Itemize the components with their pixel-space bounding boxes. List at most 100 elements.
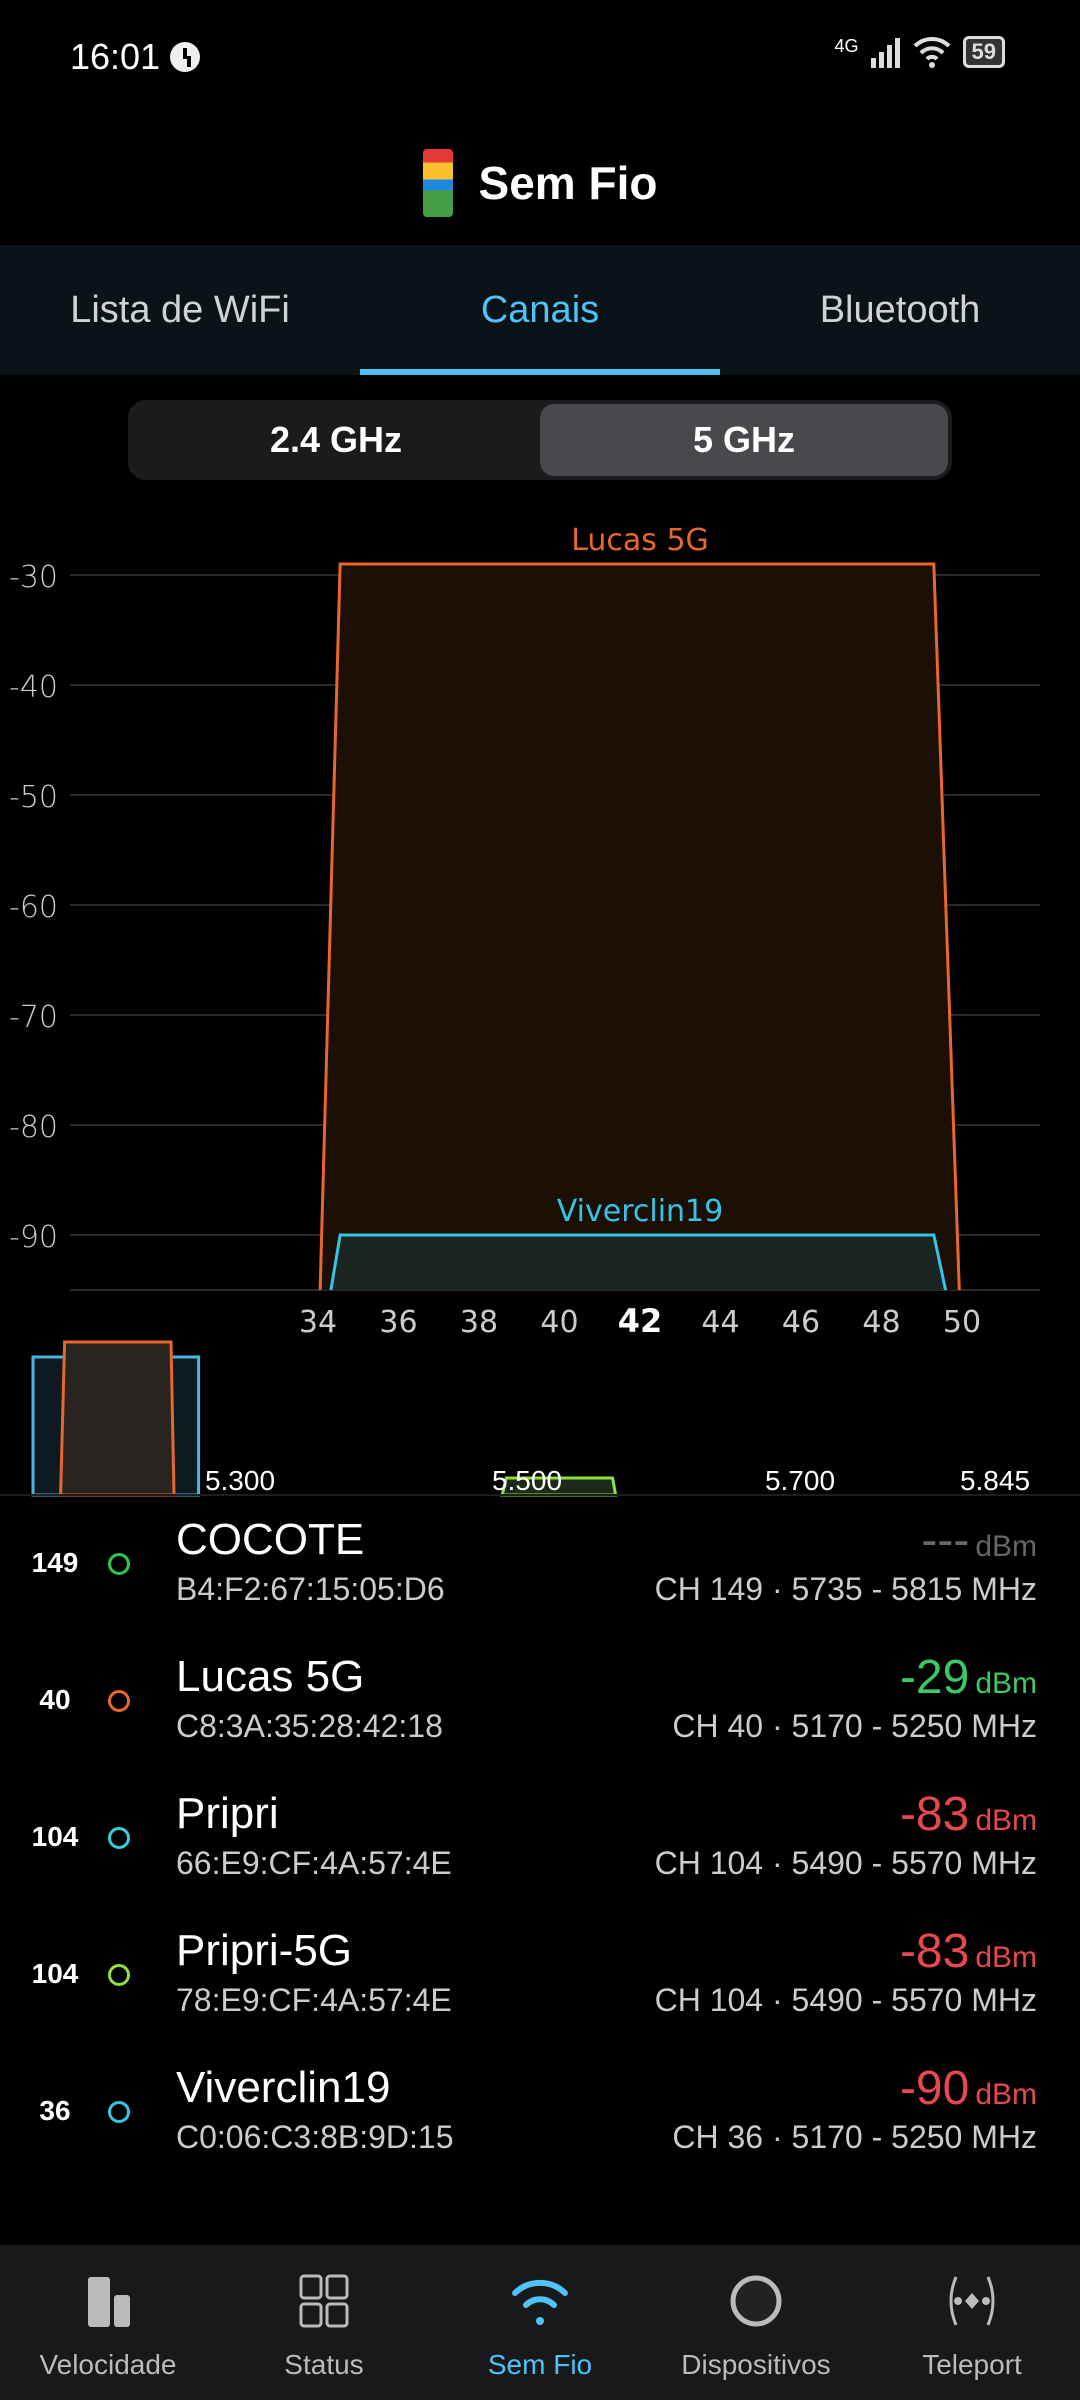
x-tick-label: 42 xyxy=(618,1302,663,1340)
network-color-icon xyxy=(108,1690,130,1712)
network-type: 4G xyxy=(834,36,859,56)
x-tick-label: 38 xyxy=(460,1305,498,1340)
signal-unit: dBm xyxy=(975,1530,1037,1563)
signal-unit: dBm xyxy=(975,1667,1037,1700)
nav-label: Velocidade xyxy=(39,2349,177,2380)
channel-number: 104 xyxy=(31,1821,79,1852)
band-selector: 2.4 GHz 5 GHz xyxy=(128,400,952,480)
wifi-status-icon xyxy=(913,36,950,68)
x-tick-label: 46 xyxy=(782,1305,820,1340)
network-color-icon xyxy=(108,1553,130,1575)
network-mac: 78:E9:CF:4A:57:4E xyxy=(176,1982,452,2018)
cell-signal-icon xyxy=(870,38,900,68)
nav-sem-fio[interactable]: Sem Fio xyxy=(432,2245,648,2400)
system-icons: 4G 59 xyxy=(834,36,1005,68)
nav-label: Dispositivos xyxy=(681,2349,831,2380)
network-mac: 66:E9:CF:4A:57:4E xyxy=(176,1845,452,1881)
network-color-icon xyxy=(108,1827,130,1849)
channel-info: CH 36 · 5170 - 5250 MHz xyxy=(672,2119,1037,2155)
teleport-icon xyxy=(949,2276,995,2326)
signal-value: -83 xyxy=(899,1788,970,1841)
app-header: Sem Fio xyxy=(0,120,1080,245)
channel-info: CH 104 · 5490 - 5570 MHz xyxy=(654,1845,1037,1881)
channel-info: CH 104 · 5490 - 5570 MHz xyxy=(654,1982,1037,2018)
channel-info: CH 40 · 5170 - 5250 MHz xyxy=(672,1708,1037,1744)
speed-bars-icon xyxy=(88,2277,130,2327)
band-5ghz-button[interactable]: 5 GHz xyxy=(540,404,948,476)
y-tick-label: -80 xyxy=(9,1110,58,1145)
network-row[interactable]: 149 COCOTE B4:F2:67:15:05:D6 --- dBm CH 1… xyxy=(0,1497,1080,1634)
overview-band xyxy=(59,1340,176,1497)
battery-icon: 59 xyxy=(962,36,1005,68)
channel-number: 149 xyxy=(31,1547,79,1578)
network-list: 149 COCOTE B4:F2:67:15:05:D6 --- dBm CH 1… xyxy=(0,1497,1080,2182)
network-mac: C8:3A:35:28:42:18 xyxy=(176,1708,443,1744)
signal-strength: -29 dBm xyxy=(900,1650,1037,1705)
network-row[interactable]: 104 Pripri 66:E9:CF:4A:57:4E -83 dBm CH 1… xyxy=(0,1771,1080,1908)
overview-freq-label: 5.700 xyxy=(765,1465,835,1496)
network-color-icon xyxy=(108,2101,130,2123)
signal-strength: -90 dBm xyxy=(900,2061,1037,2116)
x-tick-label: 36 xyxy=(379,1305,417,1340)
nav-status[interactable]: Status xyxy=(216,2245,432,2400)
network-name: Viverclin19 xyxy=(176,2063,391,2112)
nav-label: Status xyxy=(284,2349,364,2380)
x-tick-label: 44 xyxy=(701,1305,739,1340)
signal-value: -90 xyxy=(899,2062,970,2115)
y-tick-label: -60 xyxy=(9,890,58,925)
network-row[interactable]: 40 Lucas 5G C8:3A:35:28:42:18 -29 dBm CH … xyxy=(0,1634,1080,1771)
nav-dispositivos[interactable]: Dispositivos xyxy=(648,2245,864,2400)
status-bar: 16:01 4G 59 xyxy=(0,0,1080,120)
network-name: Lucas 5G xyxy=(176,1652,365,1701)
tab-bluetooth[interactable]: Bluetooth xyxy=(819,288,981,331)
network-row[interactable]: 104 Pripri-5G 78:E9:CF:4A:57:4E -83 dBm C… xyxy=(0,1908,1080,2045)
app-logo-icon xyxy=(422,148,453,217)
network-row[interactable]: 36 Viverclin19 C0:06:C3:8B:9D:15 -90 dBm … xyxy=(0,2045,1080,2182)
network-mac: B4:F2:67:15:05:D6 xyxy=(176,1571,445,1607)
clock-time: 16:01 xyxy=(70,36,161,77)
series-shape-viverclin19 xyxy=(329,1233,948,1290)
signal-strength: -83 dBm xyxy=(900,1787,1037,1842)
channel-number: 40 xyxy=(39,1684,71,1715)
signal-unit: dBm xyxy=(975,1941,1037,1974)
nav-teleport[interactable]: Teleport xyxy=(864,2245,1080,2400)
channel-info: CH 149 · 5735 - 5815 MHz xyxy=(654,1571,1037,1607)
channel-number: 104 xyxy=(31,1958,79,1989)
wifi-icon xyxy=(512,2279,568,2325)
series-label: Lucas 5G xyxy=(571,523,709,558)
bottom-nav: Velocidade Status Sem Fio Dispositivos T… xyxy=(0,2245,1080,2400)
overview-freq-label: 5.500 xyxy=(492,1465,562,1496)
signal-unit: dBm xyxy=(975,1804,1037,1837)
grid-icon xyxy=(299,2274,349,2328)
y-tick-label: -50 xyxy=(9,780,58,815)
signal-strength: --- dBm xyxy=(921,1513,1037,1568)
y-tick-label: -70 xyxy=(9,1000,58,1035)
tab-wifi-list[interactable]: Lista de WiFi xyxy=(70,288,290,331)
network-name: COCOTE xyxy=(176,1515,365,1564)
band-2-4ghz-button[interactable]: 2.4 GHz xyxy=(269,419,403,460)
signal-value: --- xyxy=(921,1514,970,1567)
page-title: Sem Fio xyxy=(478,156,658,209)
network-color-icon xyxy=(108,1964,130,1986)
signal-unit: dBm xyxy=(975,2078,1037,2111)
series-label: Viverclin19 xyxy=(557,1194,723,1229)
channel-number: 36 xyxy=(39,2095,71,2126)
network-name: Pripri xyxy=(176,1789,279,1838)
channel-chart: -30 -40 -50 -60 -70 -80 -90 34 36 38 40 42 44 46 48 50 L… xyxy=(0,523,1080,1497)
overview-freq-label: 5.845 xyxy=(960,1465,1030,1496)
nav-label: Teleport xyxy=(922,2349,1022,2380)
network-name: Pripri-5G xyxy=(176,1926,353,1975)
tab-channels[interactable]: Canais xyxy=(360,245,720,375)
signal-strength: -83 dBm xyxy=(900,1924,1037,1979)
x-tick-label: 34 xyxy=(299,1305,337,1340)
x-tick-label: 48 xyxy=(862,1305,900,1340)
signal-value: -83 xyxy=(899,1925,970,1978)
y-tick-label: -40 xyxy=(9,670,58,705)
alarm-clock-icon xyxy=(170,42,200,72)
signal-value: -29 xyxy=(899,1651,970,1704)
nav-velocidade[interactable]: Velocidade xyxy=(0,2245,216,2400)
series-shape-lucas-5g xyxy=(318,562,961,1290)
nav-label: Sem Fio xyxy=(487,2349,593,2380)
y-tick-label: -90 xyxy=(9,1220,58,1255)
circle-icon xyxy=(730,2275,782,2327)
